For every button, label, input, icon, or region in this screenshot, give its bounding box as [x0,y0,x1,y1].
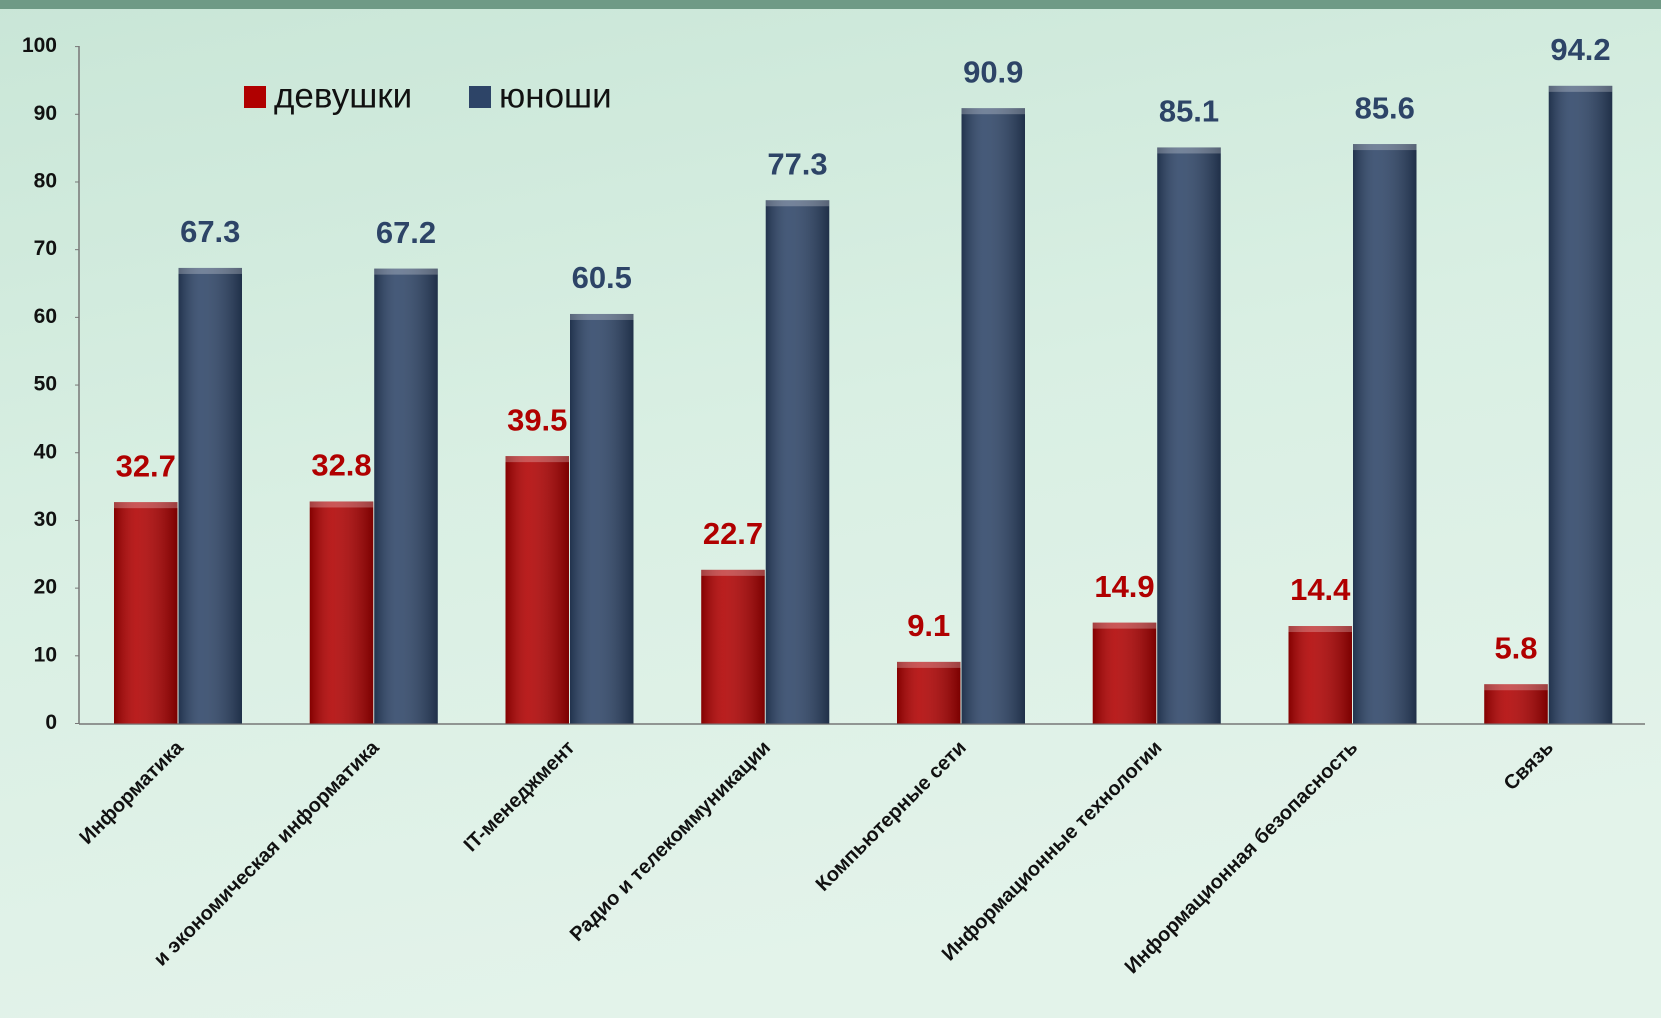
bar-shade [961,108,1025,724]
value-label: 77.3 [767,146,827,181]
value-label: 22.7 [703,516,763,551]
y-tick-label: 40 [34,440,57,463]
value-label: 60.5 [572,260,632,295]
bar-cap [505,456,569,463]
value-label: 85.6 [1355,90,1415,125]
bar-shade [1484,684,1548,724]
y-tick-label: 0 [45,711,57,734]
bar-shade [701,569,765,724]
bar-shade [309,501,374,724]
bar-shade [114,502,178,724]
bar-cap [570,313,634,320]
bar-shade [1092,622,1157,724]
bar-shade [1288,626,1352,724]
bar-cap [1484,684,1548,691]
value-label: 67.3 [180,214,240,249]
y-tick-label: 20 [34,576,57,599]
bar-shade [1157,147,1221,724]
value-label: 14.4 [1290,572,1351,607]
value-label: 5.8 [1494,630,1537,665]
top-band [0,0,1661,9]
value-label: 32.8 [311,448,371,483]
bar-shade [570,313,634,724]
y-tick-label: 90 [34,102,57,125]
y-tick-label: 100 [22,34,57,57]
bar-shade [765,200,830,724]
bar-cap [897,661,961,668]
legend-label: юноши [499,76,612,115]
bar-cap [178,267,242,274]
bar-shade [374,268,438,724]
bar-shade [897,661,961,724]
legend-swatch [469,86,491,108]
value-label: 67.2 [376,215,436,250]
y-tick-label: 30 [34,508,57,531]
bar-cap [114,502,178,509]
value-label: 32.7 [116,448,176,483]
value-label: 90.9 [963,54,1023,89]
value-label: 94.2 [1550,32,1610,67]
bar-cap [309,501,374,508]
bar-cap [961,108,1025,115]
bar-cap [1548,85,1613,92]
bar-shade [178,267,242,724]
value-label: 39.5 [507,402,567,437]
bar-cap [374,268,438,275]
bar-cap [1353,144,1417,151]
legend-swatch [244,86,266,108]
y-tick-label: 50 [34,373,57,396]
bar-shade [1548,85,1613,724]
value-label: 9.1 [907,608,950,643]
bar-shade [1353,144,1417,724]
value-label: 85.1 [1159,94,1219,129]
bar-cap [1288,626,1352,633]
bar-cap [1092,622,1157,629]
legend-label: девушки [274,76,412,115]
value-label: 14.9 [1094,569,1154,604]
bar-cap [701,569,765,576]
bar-cap [765,200,830,207]
bar-cap [1157,147,1221,154]
bar-shade [505,456,569,724]
y-tick-label: 70 [34,237,57,260]
y-tick-label: 60 [34,305,57,328]
y-tick-label: 80 [34,170,57,193]
y-tick-label: 10 [34,643,57,666]
